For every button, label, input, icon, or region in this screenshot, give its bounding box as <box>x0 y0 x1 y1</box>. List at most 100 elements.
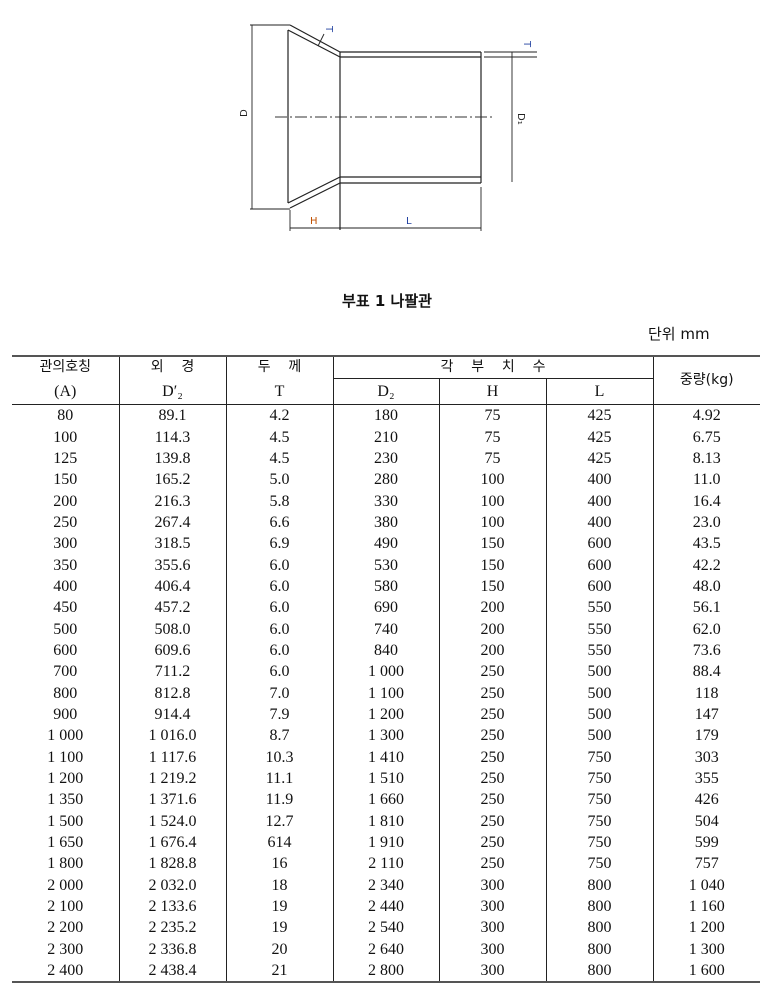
cell-thickness: 19 <box>225 917 334 939</box>
cell-d2: 1 000 <box>332 661 440 683</box>
cell-outer-diameter: 711.2 <box>118 661 227 683</box>
cell-nominal: 2 100 <box>12 895 120 918</box>
cell-thickness: 4.5 <box>225 447 334 470</box>
cell-thickness: 4.5 <box>225 426 334 448</box>
cell-nominal: 1 800 <box>12 853 120 875</box>
header-dimensions: 각 부 치 수 <box>332 355 654 379</box>
cell-outer-diameter: 267.4 <box>118 511 227 534</box>
cell-outer-diameter: 1 828.8 <box>118 853 227 875</box>
cell-weight: 179 <box>652 725 760 747</box>
cell-outer-diameter: 165.2 <box>118 469 227 491</box>
cell-nominal: 2 400 <box>12 959 120 984</box>
cell-h: 100 <box>438 469 547 491</box>
cell-l: 800 <box>545 959 654 984</box>
table-row: 1 100 1 117.6 10.3 1 410 250 750 303 <box>12 746 760 768</box>
cell-h: 250 <box>438 789 547 811</box>
cell-h: 250 <box>438 746 547 768</box>
cell-h: 150 <box>438 554 547 576</box>
table-row: 450 457.2 6.0 690 200 550 56.1 <box>12 597 760 619</box>
cell-nominal: 1 350 <box>12 789 120 811</box>
header-thickness-symbol: T <box>225 378 334 405</box>
cell-nominal: 100 <box>12 426 120 448</box>
cell-weight: 62.0 <box>652 618 760 640</box>
cell-d2: 2 110 <box>332 853 440 875</box>
cell-h: 250 <box>438 703 547 726</box>
header-outer-symbol: D′₂ <box>118 378 227 405</box>
cell-thickness: 7.9 <box>225 703 334 726</box>
cell-h: 150 <box>438 575 547 598</box>
cell-nominal: 800 <box>12 682 120 704</box>
cell-l: 600 <box>545 554 654 576</box>
cell-nominal: 80 <box>12 404 120 427</box>
cell-weight: 355 <box>652 767 760 790</box>
header-d2: D₂ <box>332 378 440 405</box>
cell-outer-diameter: 812.8 <box>118 682 227 704</box>
cell-l: 400 <box>545 490 654 512</box>
cell-outer-diameter: 457.2 <box>118 597 227 619</box>
cell-thickness: 5.0 <box>225 469 334 491</box>
cell-outer-diameter: 1 524.0 <box>118 810 227 832</box>
cell-outer-diameter: 1 676.4 <box>118 831 227 854</box>
cell-weight: 73.6 <box>652 639 760 662</box>
table-row: 150 165.2 5.0 280 100 400 11.0 <box>12 469 760 491</box>
cell-thickness: 6.6 <box>225 511 334 534</box>
cell-thickness: 12.7 <box>225 810 334 832</box>
cell-outer-diameter: 2 336.8 <box>118 938 227 960</box>
table-row: 200 216.3 5.8 330 100 400 16.4 <box>12 490 760 512</box>
cell-thickness: 5.8 <box>225 490 334 512</box>
cell-l: 500 <box>545 703 654 726</box>
table-row: 1 650 1 676.4 614 1 910 250 750 599 <box>12 831 760 854</box>
cell-nominal: 150 <box>12 469 120 491</box>
cell-thickness: 6.9 <box>225 533 334 555</box>
cell-weight: 426 <box>652 789 760 811</box>
cell-l: 750 <box>545 746 654 768</box>
cell-outer-diameter: 914.4 <box>118 703 227 726</box>
cell-d2: 490 <box>332 533 440 555</box>
cell-weight: 23.0 <box>652 511 760 534</box>
cell-h: 75 <box>438 426 547 448</box>
pipe-outline <box>287 24 482 230</box>
cell-l: 500 <box>545 725 654 747</box>
header-nominal-unit: (A) <box>12 378 120 405</box>
cell-h: 200 <box>438 618 547 640</box>
cell-weight: 11.0 <box>652 469 760 491</box>
cell-nominal: 250 <box>12 511 120 534</box>
header-l: L <box>545 378 653 405</box>
table-row: 250 267.4 6.6 380 100 400 23.0 <box>12 511 760 534</box>
cell-d2: 1 810 <box>332 810 440 832</box>
cell-outer-diameter: 1 219.2 <box>118 767 227 790</box>
table-row: 500 508.0 6.0 740 200 550 62.0 <box>12 618 760 640</box>
cell-nominal: 1 200 <box>12 767 120 790</box>
cell-weight: 1 160 <box>652 895 760 918</box>
cell-thickness: 16 <box>225 853 334 875</box>
cell-d2: 2 440 <box>332 895 440 918</box>
cell-h: 250 <box>438 853 547 875</box>
table-row: 2 300 2 336.8 20 2 640 300 800 1 300 <box>12 938 760 960</box>
cell-d2: 1 510 <box>332 767 440 790</box>
cell-weight: 8.13 <box>652 447 760 470</box>
cell-d2: 380 <box>332 511 440 534</box>
cell-nominal: 450 <box>12 597 120 619</box>
cell-thickness: 6.0 <box>225 597 334 619</box>
cell-thickness: 4.2 <box>225 404 334 427</box>
cell-l: 400 <box>545 469 654 491</box>
cell-weight: 599 <box>652 831 760 854</box>
cell-nominal: 2 300 <box>12 938 120 960</box>
cell-outer-diameter: 114.3 <box>118 426 227 448</box>
cell-thickness: 19 <box>225 895 334 918</box>
cell-nominal: 600 <box>12 639 120 662</box>
cell-nominal: 400 <box>12 575 120 598</box>
cell-outer-diameter: 1 371.6 <box>118 789 227 811</box>
cell-h: 75 <box>438 447 547 470</box>
cell-l: 800 <box>545 917 654 939</box>
header-weight: 중량(kg) <box>652 355 760 405</box>
cell-d2: 690 <box>332 597 440 619</box>
table-row: 2 000 2 032.0 18 2 340 300 800 1 040 <box>12 874 760 896</box>
table-row: 100 114.3 4.5 210 75 425 6.75 <box>12 426 760 448</box>
cell-l: 550 <box>545 639 654 662</box>
table-row: 350 355.6 6.0 530 150 600 42.2 <box>12 554 760 576</box>
cell-l: 750 <box>545 810 654 832</box>
table-row: 2 200 2 235.2 19 2 540 300 800 1 200 <box>12 917 760 939</box>
cell-d2: 2 540 <box>332 917 440 939</box>
unit-label: 단위 mm <box>648 325 710 343</box>
